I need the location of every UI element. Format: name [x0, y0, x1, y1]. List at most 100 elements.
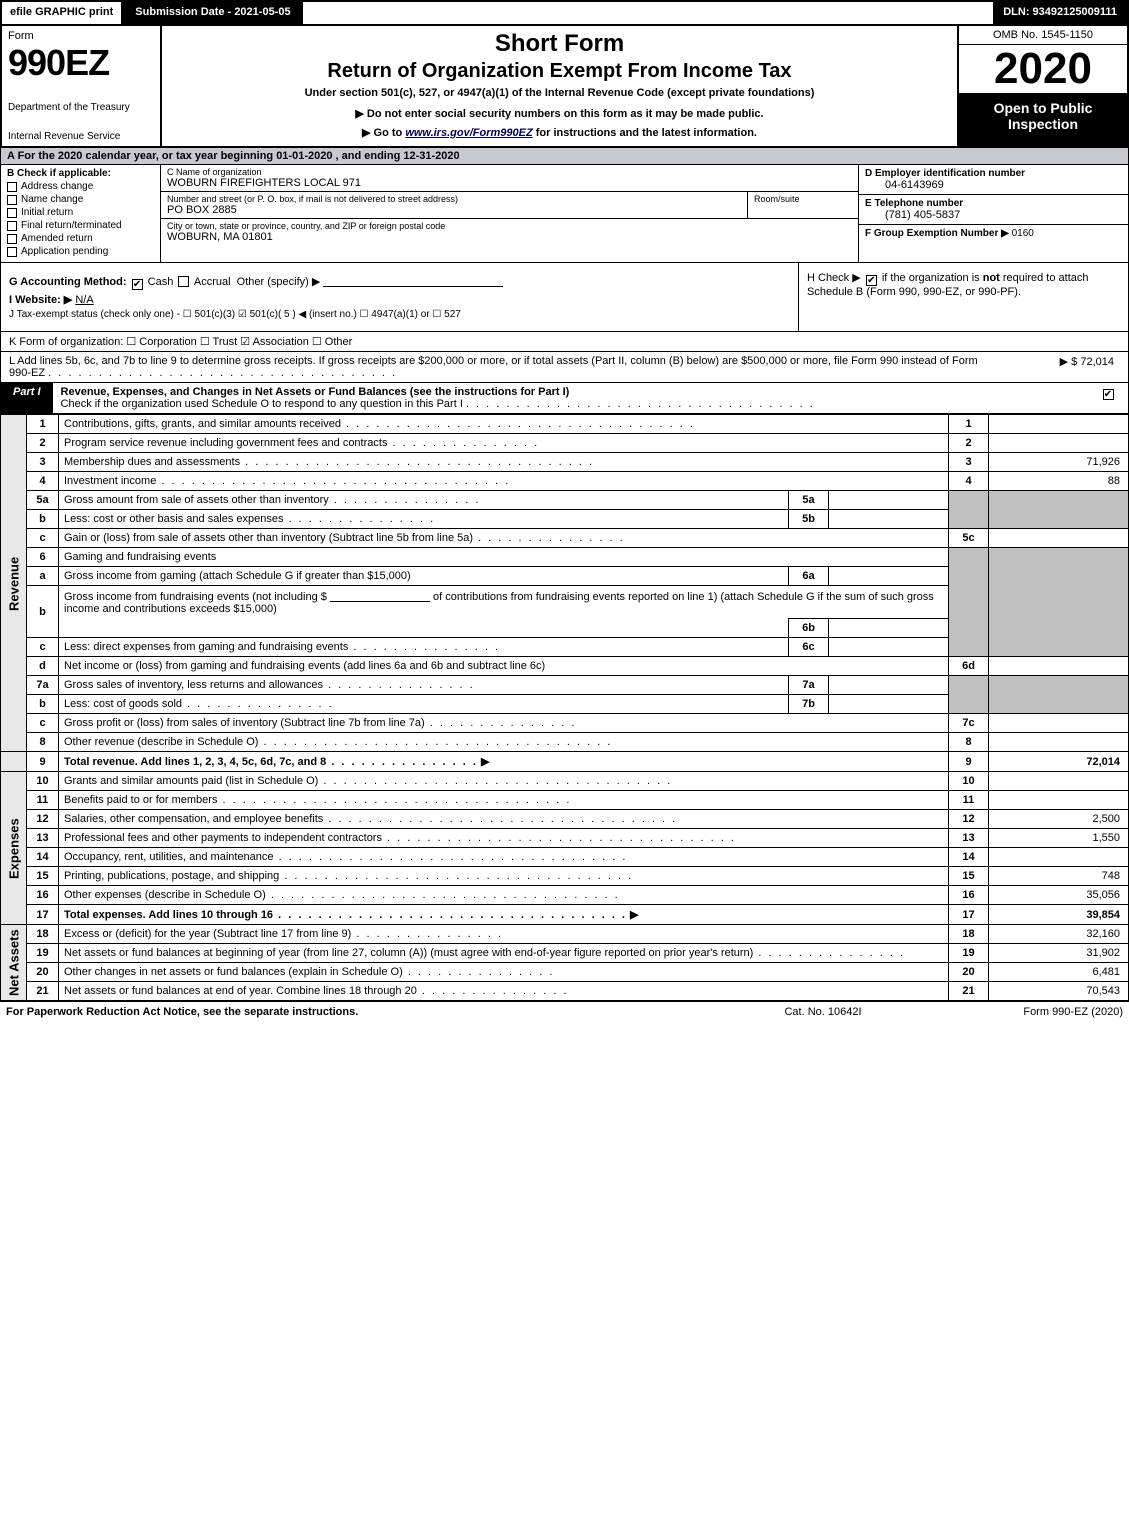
chk-label: Address change — [21, 181, 93, 192]
line-desc: Grants and similar amounts paid (list in… — [59, 772, 949, 791]
line-ref: 14 — [949, 848, 989, 867]
sub-amt — [829, 638, 949, 657]
topbar-spacer — [303, 2, 994, 24]
part-1-title: Revenue, Expenses, and Changes in Net As… — [53, 383, 1088, 413]
irs-link[interactable]: www.irs.gov/Form990EZ — [405, 127, 532, 139]
line-num: 4 — [27, 472, 59, 491]
section-gh: G Accounting Method: Cash Accrual Other … — [0, 263, 1129, 332]
line-ref: 2 — [949, 434, 989, 453]
line-amt: 88 — [989, 472, 1129, 491]
line-5c: c Gain or (loss) from sale of assets oth… — [1, 529, 1129, 548]
efile-print-button[interactable]: efile GRAPHIC print — [2, 2, 123, 24]
line-desc: Membership dues and assessments — [59, 453, 949, 472]
sub-ref: 5a — [789, 491, 829, 510]
line-5a: 5a Gross amount from sale of assets othe… — [1, 491, 1129, 510]
line-num: 19 — [27, 944, 59, 963]
section-f: F Group Exemption Number ▶ 0160 — [859, 225, 1128, 242]
line-desc: Professional fees and other payments to … — [59, 829, 949, 848]
page-footer: For Paperwork Reduction Act Notice, see … — [0, 1001, 1129, 1022]
line-desc: Salaries, other compensation, and employ… — [59, 810, 949, 829]
chk-address-change[interactable]: Address change — [7, 181, 154, 192]
line-desc: Total revenue. Add lines 1, 2, 3, 4, 5c,… — [59, 752, 949, 772]
ein-label: D Employer identification number — [865, 168, 1122, 179]
line-num: 10 — [27, 772, 59, 791]
line-19: 19 Net assets or fund balances at beginn… — [1, 944, 1129, 963]
checkbox-icon — [1103, 389, 1114, 400]
line-amt — [989, 733, 1129, 752]
submission-date-button[interactable]: Submission Date - 2021-05-05 — [123, 2, 302, 24]
line-desc: Total expenses. Add lines 10 through 16 … — [59, 905, 949, 925]
tax-year: 2020 — [959, 45, 1127, 94]
line-amt: 35,056 — [989, 886, 1129, 905]
line-desc: Contributions, gifts, grants, and simila… — [59, 415, 949, 434]
line-desc: Other revenue (describe in Schedule O) — [59, 733, 949, 752]
line-desc: Printing, publications, postage, and shi… — [59, 867, 949, 886]
open-public-inspection: Open to Public Inspection — [959, 94, 1127, 146]
street-cell: Number and street (or P. O. box, if mail… — [161, 192, 748, 218]
line-num: 11 — [27, 791, 59, 810]
line-desc: Less: cost of goods sold — [59, 695, 789, 714]
chk-amended-return[interactable]: Amended return — [7, 233, 154, 244]
line-amt: 6,481 — [989, 963, 1129, 982]
chk-application-pending[interactable]: Application pending — [7, 246, 154, 257]
h-text2: if the organization is — [882, 272, 983, 284]
chk-label: Name change — [21, 194, 83, 205]
line-num: 8 — [27, 733, 59, 752]
line-ref: 11 — [949, 791, 989, 810]
checkbox-icon — [7, 234, 17, 244]
line-desc: Other changes in net assets or fund bala… — [59, 963, 949, 982]
i-label: I Website: ▶ — [9, 294, 72, 306]
line-num: 20 — [27, 963, 59, 982]
goto-pre: ▶ Go to — [362, 127, 405, 139]
line-6d: d Net income or (loss) from gaming and f… — [1, 657, 1129, 676]
section-i: I Website: ▶ N/A — [9, 293, 790, 306]
section-b: B Check if applicable: Address change Na… — [1, 165, 161, 262]
line-ref: 10 — [949, 772, 989, 791]
side-net-assets: Net Assets — [1, 925, 27, 1001]
subtitle-section: Under section 501(c), 527, or 4947(a)(1)… — [170, 87, 949, 99]
chk-accrual[interactable] — [178, 276, 189, 287]
side-revenue: Revenue — [1, 415, 27, 752]
line-ref: 19 — [949, 944, 989, 963]
line-6b-blank[interactable] — [330, 589, 430, 602]
line-desc: Net income or (loss) from gaming and fun… — [59, 657, 949, 676]
part-1-checkbox[interactable] — [1088, 383, 1128, 413]
goto-post: for instructions and the latest informat… — [533, 127, 757, 139]
form-word: Form — [8, 30, 154, 42]
chk-initial-return[interactable]: Initial return — [7, 207, 154, 218]
line-num: 18 — [27, 925, 59, 944]
h-not: not — [983, 272, 1000, 284]
checkbox-icon — [7, 208, 17, 218]
line-desc: Gross income from fundraising events (no… — [59, 586, 949, 619]
line-20: 20 Other changes in net assets or fund b… — [1, 963, 1129, 982]
line-num: 1 — [27, 415, 59, 434]
line-ref: 9 — [949, 752, 989, 772]
line-desc: Less: cost or other basis and sales expe… — [59, 510, 789, 529]
other-input[interactable] — [323, 274, 503, 287]
line-num: b — [27, 695, 59, 714]
line-ref: 6d — [949, 657, 989, 676]
section-g: G Accounting Method: Cash Accrual Other … — [9, 274, 790, 290]
chk-schedule-b[interactable] — [866, 275, 877, 286]
line-desc: Gross sales of inventory, less returns a… — [59, 676, 789, 695]
sub-ref: 6b — [789, 619, 829, 638]
dots — [48, 367, 397, 379]
footer-form-ref: Form 990-EZ (2020) — [923, 1006, 1123, 1018]
chk-label: Final return/terminated — [21, 220, 122, 231]
part-1-header: Part I Revenue, Expenses, and Changes in… — [0, 383, 1129, 414]
side-spacer — [1, 752, 27, 772]
grey-cell — [989, 548, 1129, 657]
line-desc: Occupancy, rent, utilities, and maintena… — [59, 848, 949, 867]
form-number: 990EZ — [8, 42, 154, 84]
chk-final-return[interactable]: Final return/terminated — [7, 220, 154, 231]
line-num: 15 — [27, 867, 59, 886]
section-def: D Employer identification number 04-6143… — [858, 165, 1128, 262]
checkbox-icon — [7, 195, 17, 205]
line-4: 4 Investment income 4 88 — [1, 472, 1129, 491]
grey-cell — [949, 676, 989, 714]
chk-cash[interactable] — [132, 279, 143, 290]
chk-name-change[interactable]: Name change — [7, 194, 154, 205]
line-ref: 8 — [949, 733, 989, 752]
line-ref: 5c — [949, 529, 989, 548]
group-exempt-label: F Group Exemption Number ▶ — [865, 228, 1009, 239]
